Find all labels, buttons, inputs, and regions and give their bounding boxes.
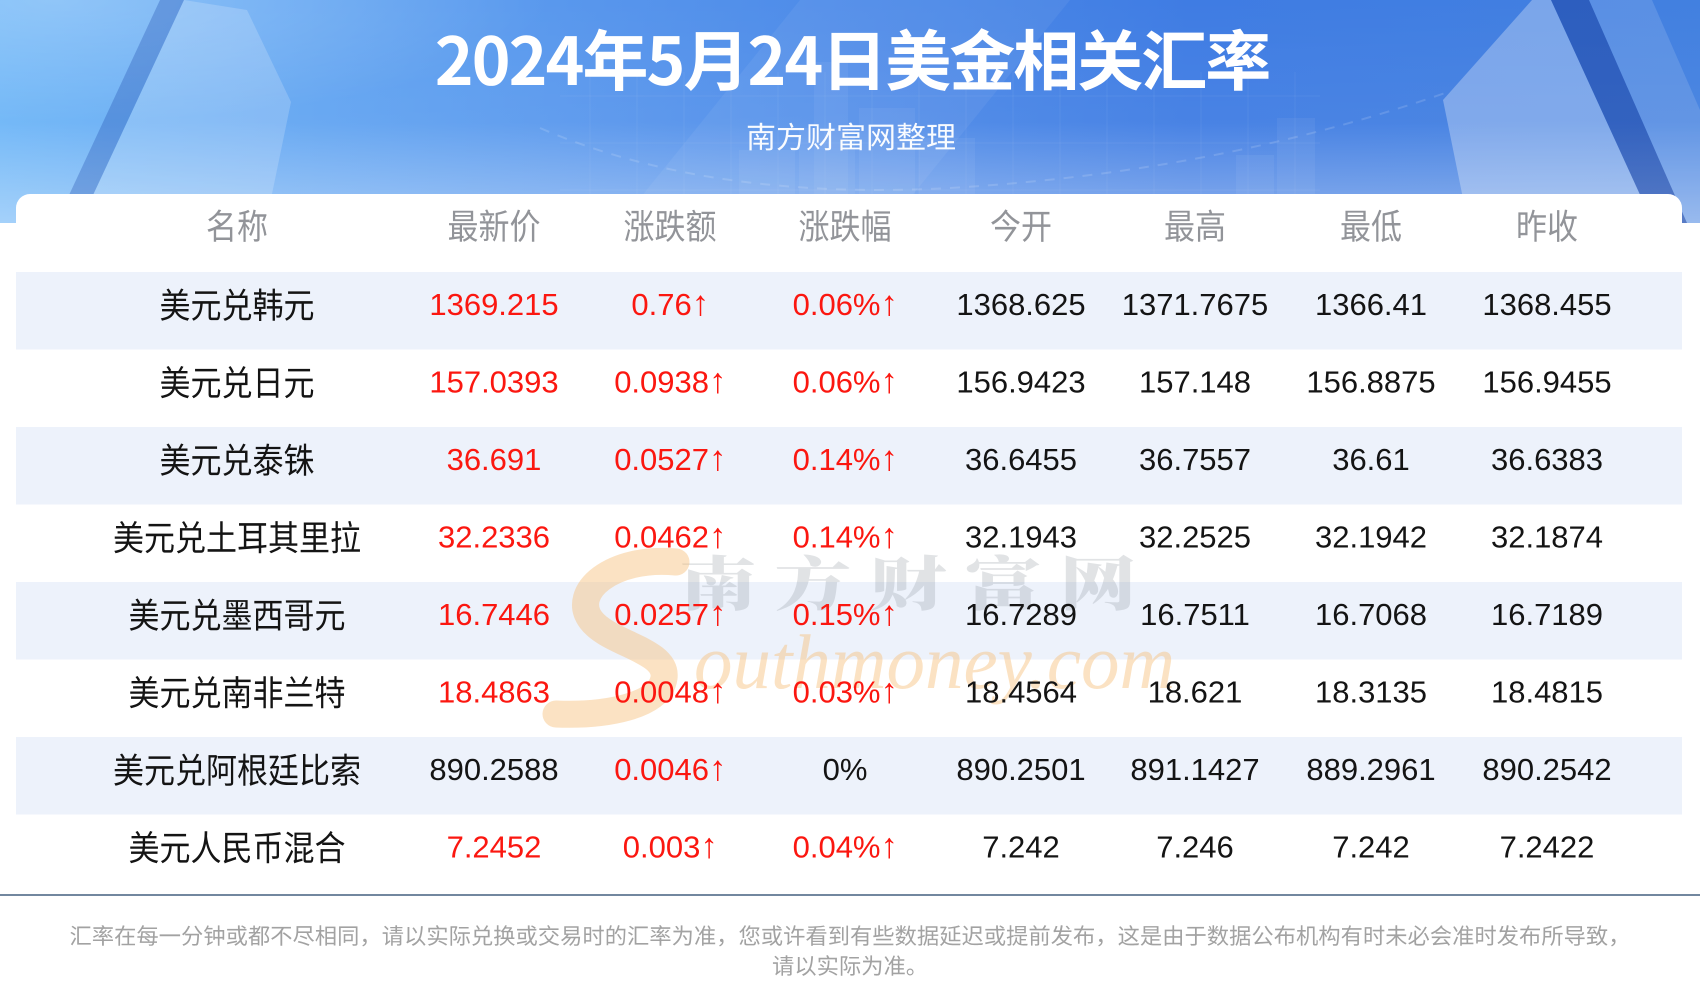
svg-text:32.1874: 32.1874 bbox=[1491, 520, 1603, 555]
svg-text:↑: ↑ bbox=[881, 362, 899, 401]
svg-text:36.691: 36.691 bbox=[447, 442, 542, 477]
svg-text:0.03%: 0.03% bbox=[793, 675, 881, 710]
svg-text:7.242: 7.242 bbox=[982, 830, 1060, 865]
svg-text:1371.7675: 1371.7675 bbox=[1122, 287, 1269, 322]
svg-text:↑: ↑ bbox=[692, 284, 710, 323]
svg-text:↑: ↑ bbox=[709, 362, 727, 401]
svg-text:1366.41: 1366.41 bbox=[1315, 287, 1427, 322]
svg-text:0.04%: 0.04% bbox=[793, 830, 881, 865]
svg-text:0.0462: 0.0462 bbox=[614, 520, 709, 555]
svg-text:36.6383: 36.6383 bbox=[1491, 442, 1603, 477]
svg-text:0%: 0% bbox=[823, 752, 868, 787]
svg-text:18.621: 18.621 bbox=[1148, 675, 1243, 710]
svg-text:↑: ↑ bbox=[881, 284, 899, 323]
svg-text:↑: ↑ bbox=[709, 672, 727, 711]
svg-text:0.06%: 0.06% bbox=[793, 287, 881, 322]
svg-text:↑: ↑ bbox=[881, 517, 899, 556]
svg-text:7.2422: 7.2422 bbox=[1500, 830, 1595, 865]
svg-text:7.242: 7.242 bbox=[1332, 830, 1410, 865]
svg-text:16.7446: 16.7446 bbox=[438, 597, 550, 632]
svg-text:32.2336: 32.2336 bbox=[438, 520, 550, 555]
svg-text:0.14%: 0.14% bbox=[793, 442, 881, 477]
svg-text:0.0257: 0.0257 bbox=[614, 597, 709, 632]
svg-text:16.7189: 16.7189 bbox=[1491, 597, 1603, 632]
svg-text:0.15%: 0.15% bbox=[793, 597, 881, 632]
svg-text:156.9455: 156.9455 bbox=[1482, 365, 1611, 400]
svg-text:↑: ↑ bbox=[881, 439, 899, 478]
svg-text:7.246: 7.246 bbox=[1156, 830, 1234, 865]
svg-text:outhmoney.com: outhmoney.com bbox=[694, 619, 1175, 705]
svg-text:890.2542: 890.2542 bbox=[1482, 752, 1611, 787]
svg-text:32.1942: 32.1942 bbox=[1315, 520, 1427, 555]
svg-text:1368.625: 1368.625 bbox=[956, 287, 1085, 322]
svg-text:36.6455: 36.6455 bbox=[965, 442, 1077, 477]
svg-text:↑: ↑ bbox=[881, 672, 899, 711]
svg-text:157.0393: 157.0393 bbox=[429, 365, 558, 400]
svg-text:↑: ↑ bbox=[881, 594, 899, 633]
svg-text:1369.215: 1369.215 bbox=[429, 287, 558, 322]
svg-text:157.148: 157.148 bbox=[1139, 365, 1251, 400]
svg-text:↑: ↑ bbox=[700, 827, 718, 866]
svg-text:16.7068: 16.7068 bbox=[1315, 597, 1427, 632]
svg-text:891.1427: 891.1427 bbox=[1130, 752, 1259, 787]
svg-text:16.7511: 16.7511 bbox=[1140, 597, 1250, 632]
svg-text:36.61: 36.61 bbox=[1332, 442, 1410, 477]
svg-text:↑: ↑ bbox=[881, 827, 899, 866]
svg-text:18.3135: 18.3135 bbox=[1315, 675, 1427, 710]
svg-text:32.1943: 32.1943 bbox=[965, 520, 1077, 555]
svg-text:16.7289: 16.7289 bbox=[965, 597, 1077, 632]
svg-text:32.2525: 32.2525 bbox=[1139, 520, 1251, 555]
svg-text:156.8875: 156.8875 bbox=[1306, 365, 1435, 400]
svg-text:890.2588: 890.2588 bbox=[429, 752, 558, 787]
svg-text:7.2452: 7.2452 bbox=[447, 830, 542, 865]
svg-text:0.06%: 0.06% bbox=[793, 365, 881, 400]
svg-text:1368.455: 1368.455 bbox=[1482, 287, 1611, 322]
svg-text:0.0046: 0.0046 bbox=[614, 752, 709, 787]
svg-text:18.4815: 18.4815 bbox=[1491, 675, 1603, 710]
svg-text:↑: ↑ bbox=[709, 594, 727, 633]
svg-text:0.76: 0.76 bbox=[631, 287, 691, 322]
svg-text:18.4564: 18.4564 bbox=[965, 675, 1077, 710]
svg-text:↑: ↑ bbox=[709, 439, 727, 478]
svg-text:889.2961: 889.2961 bbox=[1306, 752, 1435, 787]
svg-text:890.2501: 890.2501 bbox=[956, 752, 1085, 787]
svg-text:36.7557: 36.7557 bbox=[1139, 442, 1251, 477]
svg-text:0.003: 0.003 bbox=[623, 830, 701, 865]
svg-text:0.0527: 0.0527 bbox=[614, 442, 709, 477]
svg-text:156.9423: 156.9423 bbox=[956, 365, 1085, 400]
svg-text:0.0938: 0.0938 bbox=[614, 365, 709, 400]
svg-text:18.4863: 18.4863 bbox=[438, 675, 550, 710]
svg-text:0.14%: 0.14% bbox=[793, 520, 881, 555]
svg-text:↑: ↑ bbox=[709, 749, 727, 788]
svg-text:↑: ↑ bbox=[709, 517, 727, 556]
svg-text:0.0048: 0.0048 bbox=[614, 675, 709, 710]
